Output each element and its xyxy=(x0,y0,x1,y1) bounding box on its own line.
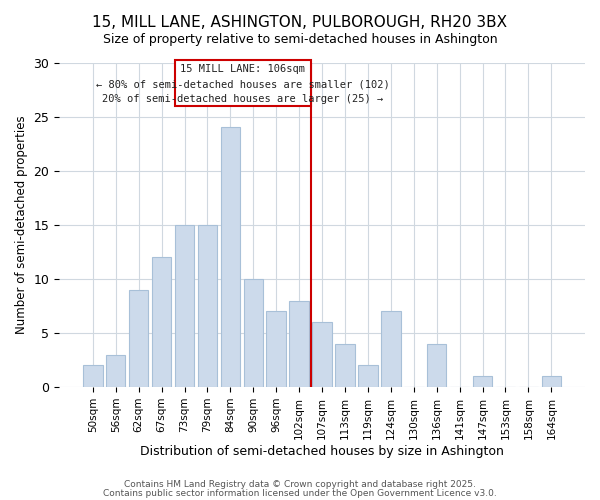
Bar xyxy=(427,344,446,387)
Text: 15, MILL LANE, ASHINGTON, PULBOROUGH, RH20 3BX: 15, MILL LANE, ASHINGTON, PULBOROUGH, RH… xyxy=(92,15,508,30)
Bar xyxy=(244,279,263,387)
Bar xyxy=(358,366,377,387)
Bar xyxy=(175,225,194,387)
Bar xyxy=(381,312,401,387)
Bar xyxy=(129,290,148,387)
Bar xyxy=(106,354,125,387)
Bar xyxy=(313,322,332,387)
Text: Size of property relative to semi-detached houses in Ashington: Size of property relative to semi-detach… xyxy=(103,32,497,46)
Bar xyxy=(197,225,217,387)
FancyBboxPatch shape xyxy=(175,60,311,106)
X-axis label: Distribution of semi-detached houses by size in Ashington: Distribution of semi-detached houses by … xyxy=(140,444,504,458)
Bar xyxy=(266,312,286,387)
Bar xyxy=(152,258,172,387)
Bar xyxy=(542,376,561,387)
Bar xyxy=(473,376,493,387)
Text: ← 80% of semi-detached houses are smaller (102): ← 80% of semi-detached houses are smalle… xyxy=(96,80,390,90)
Bar xyxy=(83,366,103,387)
Text: Contains public sector information licensed under the Open Government Licence v3: Contains public sector information licen… xyxy=(103,488,497,498)
Text: 15 MILL LANE: 106sqm: 15 MILL LANE: 106sqm xyxy=(181,64,305,74)
Bar xyxy=(221,128,240,387)
Y-axis label: Number of semi-detached properties: Number of semi-detached properties xyxy=(15,116,28,334)
Bar xyxy=(289,300,309,387)
Text: 20% of semi-detached houses are larger (25) →: 20% of semi-detached houses are larger (… xyxy=(103,94,383,104)
Text: Contains HM Land Registry data © Crown copyright and database right 2025.: Contains HM Land Registry data © Crown c… xyxy=(124,480,476,489)
Bar xyxy=(335,344,355,387)
